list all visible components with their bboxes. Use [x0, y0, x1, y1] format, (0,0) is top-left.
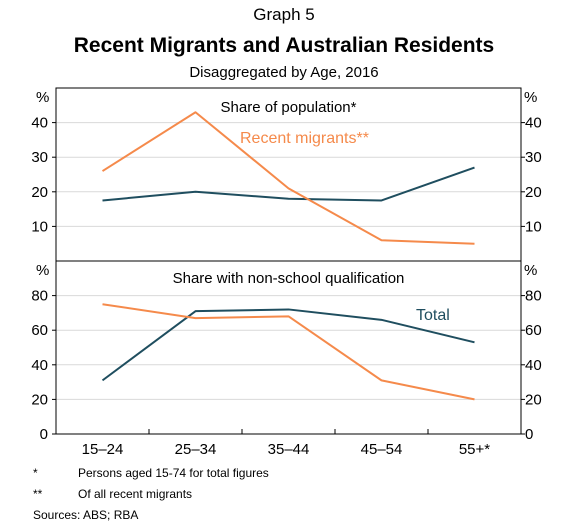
- y-unit-left: %: [36, 89, 49, 106]
- y-unit-right: %: [524, 262, 537, 279]
- y-tick-label-right: 0: [525, 426, 533, 443]
- footnote-mark-1: *: [33, 466, 38, 480]
- y-tick-label-left: 0: [40, 426, 48, 443]
- x-tick-label: 35–44: [268, 441, 310, 458]
- annotation-recent-migrants: Recent migrants**: [240, 130, 369, 147]
- chart-title: Recent Migrants and Australian Residents: [73, 34, 495, 57]
- annotation-total: Total: [416, 307, 450, 324]
- sources-note: Sources: ABS; RBA: [33, 508, 139, 522]
- footnote-text-2: Of all recent migrants: [78, 487, 193, 501]
- y-tick-label-left: 20: [31, 184, 48, 201]
- series-recent-migrants-line: [101, 111, 475, 245]
- y-tick-label-right: 60: [525, 322, 542, 339]
- y-tick-label-left: 80: [31, 288, 48, 305]
- panel-title: Share with non-school qualification: [173, 270, 405, 287]
- series-total-line: [102, 166, 475, 202]
- panel-title: Share of population*: [221, 99, 357, 116]
- y-tick-label-left: 40: [31, 115, 48, 132]
- chart-subtitle: Disaggregated by Age, 2016: [189, 64, 379, 81]
- y-unit-left: %: [36, 262, 49, 279]
- y-tick-label-right: 40: [525, 357, 542, 374]
- y-tick-label-right: 20: [525, 391, 542, 408]
- y-unit-right: %: [524, 89, 537, 106]
- y-tick-label-left: 30: [31, 149, 48, 166]
- x-tick-label: 15–24: [82, 441, 124, 458]
- y-tick-label-left: 40: [31, 357, 48, 374]
- y-tick-label-right: 30: [525, 149, 542, 166]
- y-tick-label-left: 20: [31, 391, 48, 408]
- graph-number: Graph 5: [253, 5, 315, 24]
- x-tick-label: 45–54: [361, 441, 403, 458]
- series-recent-migrants-line: [102, 303, 475, 401]
- y-tick-label-right: 80: [525, 288, 542, 305]
- y-tick-label-left: 10: [31, 218, 48, 235]
- footnote-mark-2: **: [33, 487, 43, 501]
- y-tick-label-right: 40: [525, 115, 542, 132]
- y-tick-label-right: 20: [525, 184, 542, 201]
- footnote-text-1: Persons aged 15-74 for total figures: [78, 466, 269, 480]
- y-tick-label-right: 10: [525, 218, 542, 235]
- x-tick-label: 55+*: [459, 441, 490, 458]
- y-tick-label-left: 60: [31, 322, 48, 339]
- x-tick-label: 25–34: [175, 441, 217, 458]
- series-total-line: [101, 308, 475, 382]
